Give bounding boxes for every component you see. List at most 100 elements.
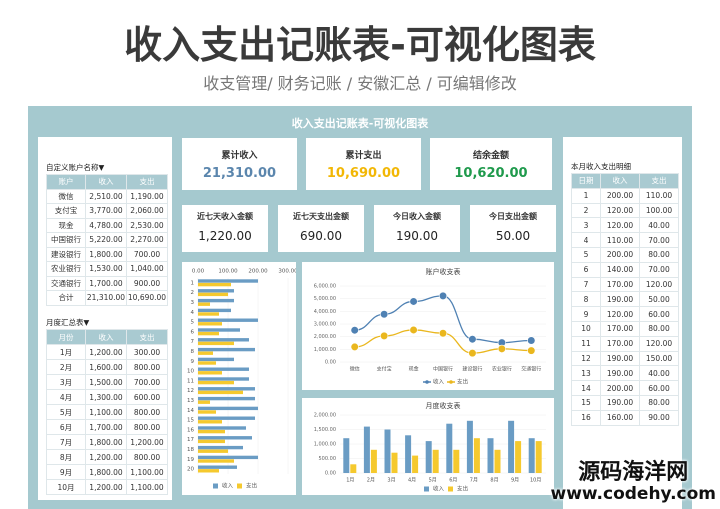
- legend-swatch: [449, 380, 453, 384]
- bar: [363, 426, 370, 473]
- cell: 1,200.00: [85, 479, 127, 495]
- bar: [425, 441, 432, 473]
- cell: 300.00: [126, 344, 168, 360]
- y-tick-label: 20: [187, 467, 194, 473]
- column-panel: 月度收支表 0.00 500.00 1,000.00 1,500.00 2,000.00 1…: [302, 398, 554, 495]
- point: [380, 331, 389, 341]
- bar: [453, 449, 460, 473]
- dashboard-title: 收入支出记账表-可视化图表: [291, 117, 429, 130]
- point: [409, 325, 418, 335]
- cell: 现金: [46, 217, 86, 233]
- y-tick-label: 0.00: [325, 471, 336, 477]
- cell: 3月: [46, 374, 86, 390]
- x-tick-label: 200.00: [248, 269, 268, 275]
- cell: 1,530.00: [85, 261, 127, 277]
- chart: 月度收支表 0.00 500.00 1,000.00 1,500.00 2,000.00 1…: [314, 401, 546, 493]
- cell: 200.00: [600, 187, 640, 204]
- cell: 800.00: [126, 404, 168, 420]
- x-tick-label: 3月: [387, 478, 395, 484]
- kpi-value: 190.00: [396, 229, 438, 243]
- kpi-value: 10,620.00: [454, 166, 528, 181]
- legend-swatch: [425, 380, 429, 384]
- bar: [494, 449, 501, 473]
- kpi-label: 结余金额: [472, 151, 509, 161]
- header-cell: 收入: [600, 173, 640, 189]
- y-tick-label: 8: [191, 349, 195, 355]
- legend-swatch: [448, 486, 453, 492]
- x-tick-label: 支付宝: [377, 366, 392, 373]
- kpi-value: 50.00: [495, 229, 531, 243]
- x-tick-label: 9月: [511, 478, 519, 484]
- kpi-value: 21,310.00: [202, 166, 277, 181]
- cell: 2,510.00: [85, 188, 127, 204]
- cell: 7: [571, 276, 601, 293]
- kpi-value: 10,690.00: [326, 166, 401, 181]
- bar: [446, 423, 453, 473]
- table-row: 7 170.00 120.00: [571, 276, 679, 293]
- header-cell: 账户: [46, 174, 86, 190]
- cell: 合计: [46, 290, 86, 306]
- cell: 700.00: [126, 374, 168, 390]
- bar: [198, 406, 258, 411]
- cell: 150.00: [639, 350, 679, 367]
- point: [409, 297, 418, 306]
- cell: 110.00: [600, 232, 640, 248]
- cell: 10: [571, 320, 601, 337]
- table-row: 4月 1,300.00 600.00: [46, 389, 168, 405]
- bar: [198, 420, 222, 424]
- cell: 1,100.00: [126, 464, 168, 480]
- header-cell: 月份: [46, 329, 86, 345]
- bar: [198, 318, 258, 322]
- cell: 170.00: [600, 320, 640, 337]
- bar-panel: 0.00 100.00 200.00 300.00 1 2 3 4 5 6 7 8 9 10 11 12 13 1…: [182, 262, 298, 495]
- table-row: 微信 2,510.00 1,190.00: [46, 188, 168, 204]
- cell: 2月: [46, 359, 86, 375]
- y-tick-label: 11: [187, 378, 194, 384]
- header-cell: 支出: [639, 173, 679, 189]
- cell: 100.00: [639, 202, 679, 219]
- cell: 900.00: [126, 275, 168, 291]
- y-tick-label: 4: [191, 310, 195, 316]
- chart-title: 月度收支表: [426, 401, 461, 410]
- bar: [466, 420, 473, 473]
- cell: 13: [571, 365, 601, 382]
- cell: 190.00: [600, 365, 640, 382]
- y-tick-label: 10: [187, 369, 194, 375]
- table-row: 农业银行 1,530.00 1,040.00: [46, 261, 168, 277]
- cell: 15: [571, 394, 601, 411]
- x-tick-label: 现金: [409, 366, 419, 373]
- table-row: 建设银行 1,800.00 700.00: [46, 246, 168, 262]
- y-tick-label: 1,000.00: [314, 442, 336, 448]
- cell: 200.00: [600, 246, 640, 263]
- cell: 600.00: [126, 389, 168, 405]
- kpi-label: 近七天收入金额: [197, 212, 253, 221]
- cell: 9月: [46, 464, 86, 480]
- x-tick-label: 微信: [350, 366, 360, 373]
- cell: 800.00: [126, 449, 168, 465]
- x-tick-label: 建设银行: [462, 366, 482, 373]
- y-tick-label: 17: [187, 437, 194, 443]
- cell: 3,770.00: [85, 203, 127, 219]
- bar: [198, 308, 231, 313]
- bar: [198, 282, 231, 287]
- cell: 190.00: [600, 291, 640, 308]
- bar: [198, 289, 234, 293]
- bar: [198, 322, 222, 326]
- table-row: 3 120.00 40.00: [571, 217, 679, 234]
- legend-label: 支出: [246, 482, 257, 490]
- point: [527, 346, 536, 355]
- x-tick-label: 1月: [346, 478, 354, 484]
- bar: [198, 436, 252, 440]
- cell: 16: [571, 409, 601, 426]
- kpi-label: 累计支出: [345, 151, 382, 161]
- cell: 7月: [46, 434, 86, 450]
- point: [497, 344, 506, 353]
- cell: 70.00: [639, 232, 679, 248]
- y-tick-label: 12: [187, 388, 194, 394]
- table-row: 9月 1,800.00 1,100.00: [46, 464, 168, 480]
- legend-label: 收入: [433, 485, 445, 493]
- watermark-line: 源码海洋网: [578, 460, 689, 486]
- cell: 5月: [46, 404, 86, 420]
- bar: [198, 351, 213, 355]
- bar: [198, 371, 222, 375]
